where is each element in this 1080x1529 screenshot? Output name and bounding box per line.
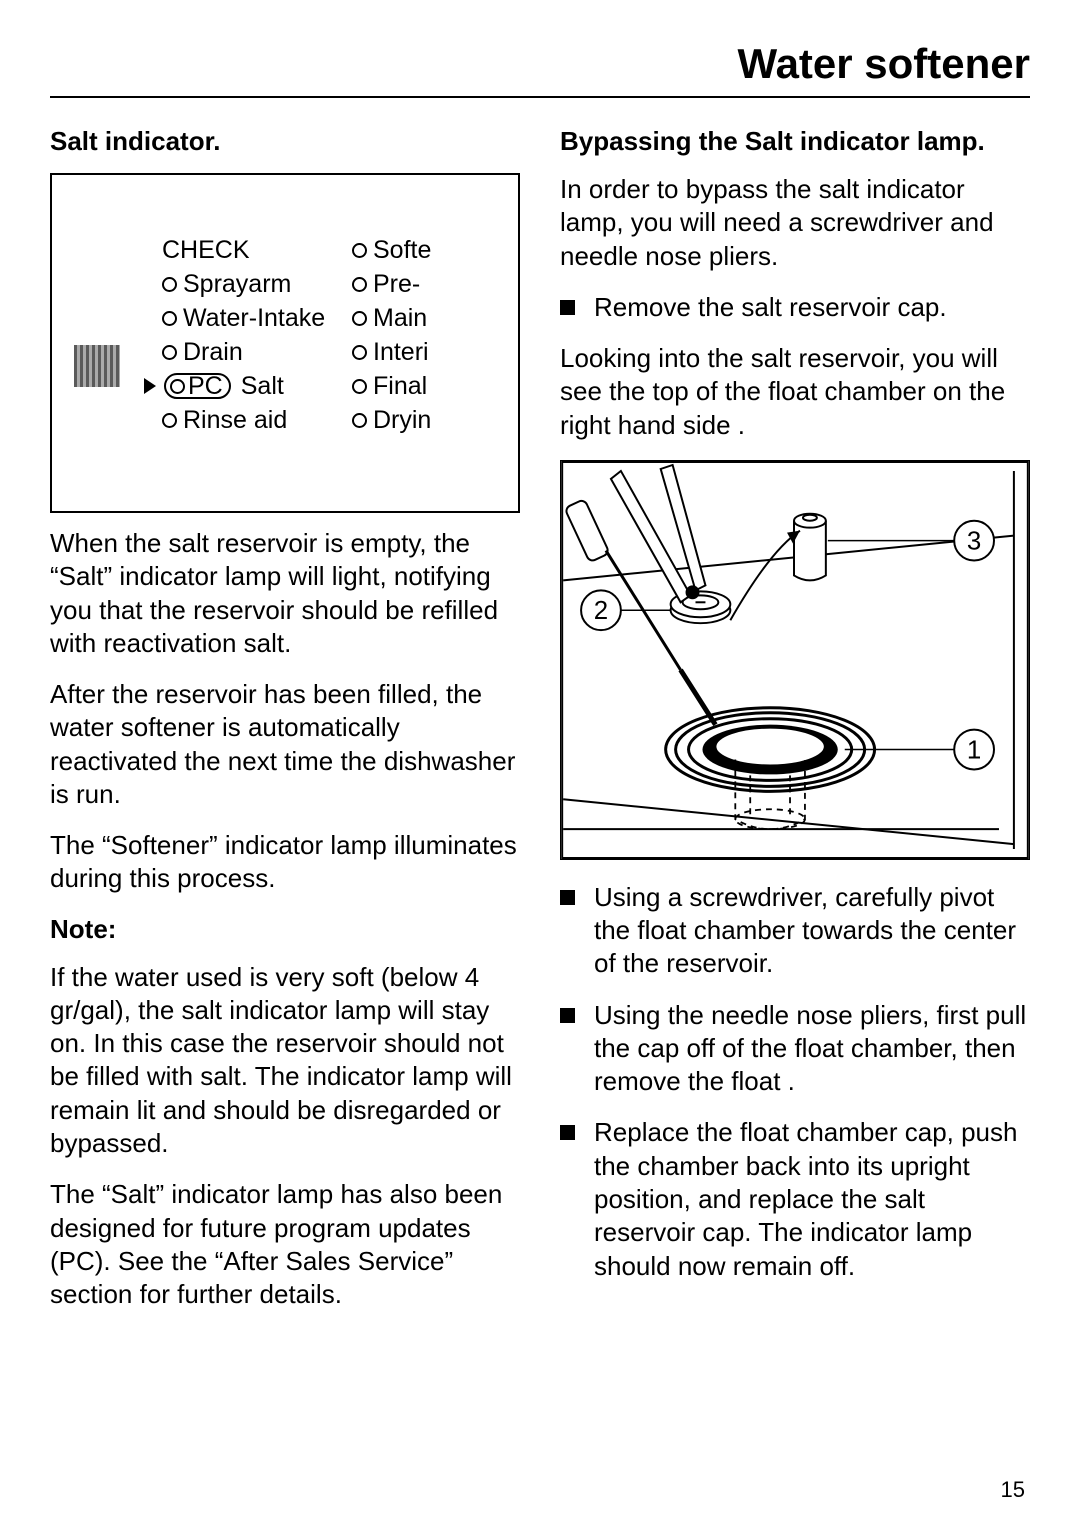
led-icon bbox=[162, 413, 177, 428]
led-label: Interi bbox=[373, 338, 429, 367]
selector-arrow-icon bbox=[144, 378, 156, 394]
led-label: Pre- bbox=[373, 270, 420, 299]
salt-indicator-heading: Salt indicator. bbox=[50, 126, 520, 157]
led-label: Softe bbox=[373, 236, 431, 265]
led-icon bbox=[352, 345, 367, 360]
title-rule bbox=[50, 96, 1030, 98]
control-panel-figure: CHECK Softe Sprayarm Pre- Water-Intake M… bbox=[50, 173, 520, 513]
panel-handle-graphic bbox=[74, 345, 124, 387]
paragraph: After the reservoir has been filled, the… bbox=[50, 678, 520, 811]
led-icon bbox=[162, 277, 177, 292]
step-list: Remove the salt reservoir cap. bbox=[560, 291, 1030, 324]
led-icon bbox=[352, 379, 367, 394]
led-label: Rinse aid bbox=[183, 406, 287, 435]
note-heading: Note: bbox=[50, 914, 520, 945]
pc-label: PC bbox=[188, 372, 223, 401]
led-icon bbox=[162, 311, 177, 326]
pc-pill: PC bbox=[164, 373, 231, 399]
step-item: Replace the float chamber cap, push the … bbox=[560, 1116, 1030, 1282]
content-columns: Salt indicator. CHECK Softe Sprayarm Pre… bbox=[50, 126, 1030, 1329]
led-label: Dryin bbox=[373, 406, 431, 435]
step-item: Using the needle nose pliers, first pull… bbox=[560, 999, 1030, 1099]
paragraph: In order to bypass the salt indicator la… bbox=[560, 173, 1030, 273]
paragraph: The “Salt” indicator lamp has also been … bbox=[50, 1178, 520, 1311]
paragraph: When the salt reservoir is empty, the “S… bbox=[50, 527, 520, 660]
paragraph: Looking into the salt reservoir, you wil… bbox=[560, 342, 1030, 442]
step-list: Using a screwdriver, carefully pivot the… bbox=[560, 881, 1030, 1283]
check-label: CHECK bbox=[162, 236, 250, 265]
led-label: Salt bbox=[241, 372, 284, 401]
panel-labels: CHECK Softe Sprayarm Pre- Water-Intake M… bbox=[162, 233, 518, 437]
paragraph: If the water used is very soft (below 4 … bbox=[50, 961, 520, 1161]
bypass-heading: Bypassing the Salt indicator lamp. bbox=[560, 126, 1030, 157]
callout-3: 3 bbox=[967, 527, 981, 555]
left-column: Salt indicator. CHECK Softe Sprayarm Pre… bbox=[50, 126, 520, 1329]
step-item: Remove the salt reservoir cap. bbox=[560, 291, 1030, 324]
led-icon bbox=[352, 413, 367, 428]
page-number: 15 bbox=[1001, 1477, 1025, 1503]
led-label: Sprayarm bbox=[183, 270, 291, 299]
led-icon bbox=[170, 379, 185, 394]
callout-1: 1 bbox=[967, 736, 981, 764]
paragraph: The “Softener” indicator lamp illuminate… bbox=[50, 829, 520, 896]
callout-2: 2 bbox=[594, 597, 608, 625]
led-label: Water-Intake bbox=[183, 304, 325, 333]
led-icon bbox=[352, 311, 367, 326]
reservoir-diagram: 1 2 3 bbox=[560, 460, 1030, 860]
step-item: Using a screwdriver, carefully pivot the… bbox=[560, 881, 1030, 981]
led-icon bbox=[352, 243, 367, 258]
led-label: Drain bbox=[183, 338, 243, 367]
page-title: Water softener bbox=[50, 40, 1030, 88]
led-label: Main bbox=[373, 304, 427, 333]
right-column: Bypassing the Salt indicator lamp. In or… bbox=[560, 126, 1030, 1329]
led-icon bbox=[352, 277, 367, 292]
led-icon bbox=[162, 345, 177, 360]
led-label: Final bbox=[373, 372, 427, 401]
